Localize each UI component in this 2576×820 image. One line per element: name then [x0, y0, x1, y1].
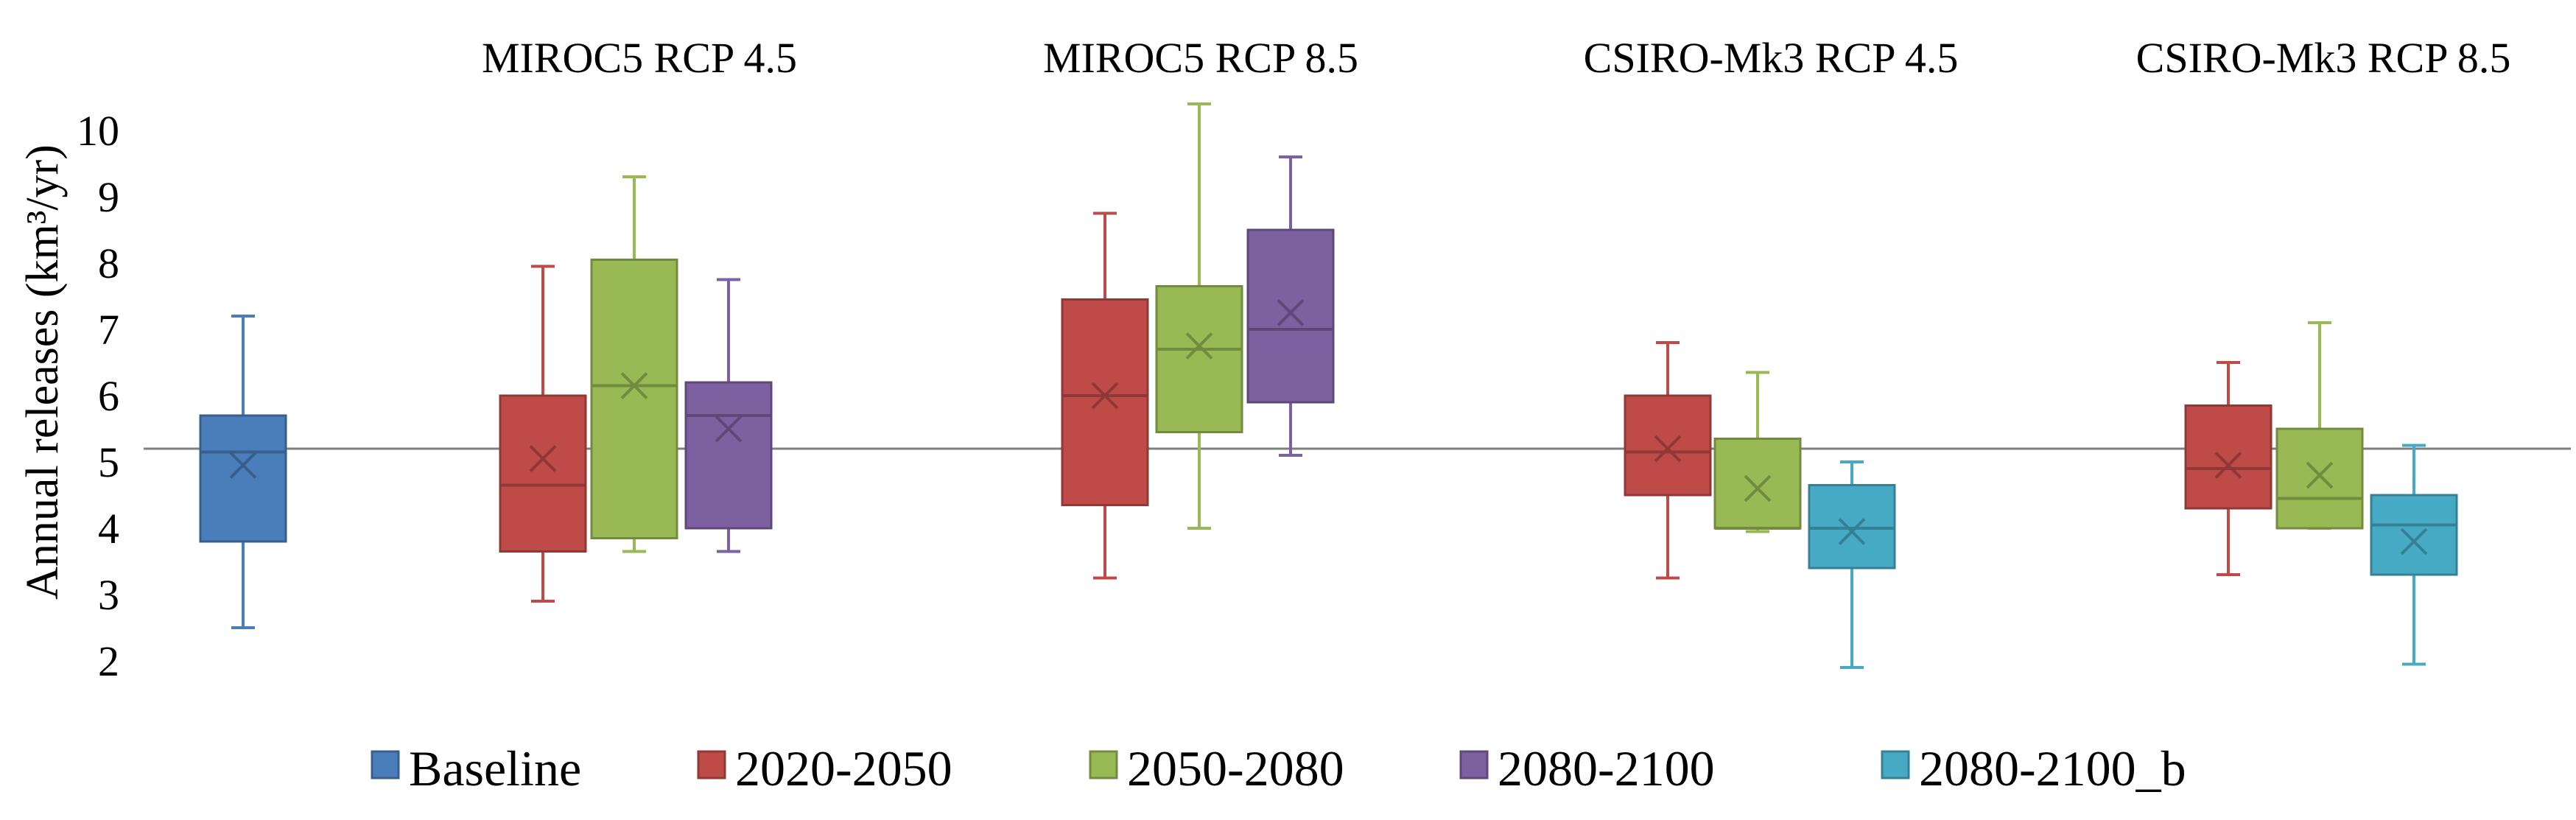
- y-tick-label: 2: [98, 637, 119, 685]
- box-2020-2050: [2184, 361, 2273, 576]
- group-label: CSIRO-Mk3 RCP 4.5: [1584, 34, 1959, 82]
- mean-marker: [1838, 518, 1866, 545]
- y-tick-label: 5: [98, 438, 119, 486]
- mean-marker: [620, 372, 648, 399]
- mean-marker: [1091, 382, 1119, 410]
- box-2020-2050: [1624, 341, 1712, 580]
- legend-swatch: [1459, 750, 1489, 779]
- legend-label: 2020-2050: [735, 740, 952, 796]
- box-2020-2050: [1061, 211, 1149, 580]
- mean-marker: [529, 445, 557, 472]
- iqr-box: [499, 394, 587, 553]
- mean-marker: [715, 415, 743, 443]
- y-tick-label: 8: [98, 239, 119, 287]
- mean-marker: [2306, 461, 2334, 489]
- group-labels: MIROC5 RCP 4.5 MIROC5 RCP 8.5 CSIRO-Mk3 RC…: [482, 34, 2510, 82]
- mean-marker: [1185, 332, 1213, 360]
- box-2050-2080: [1713, 371, 1802, 533]
- legend-swatch: [1089, 750, 1118, 779]
- iqr-box: [1713, 438, 1802, 530]
- legend-label: 2050-2080: [1127, 740, 1344, 796]
- box-2080-2100: [684, 278, 773, 553]
- y-axis-ticks: 2 3 4 5 6 7 8 9 10: [77, 107, 119, 685]
- legend-swatch: [1881, 750, 1910, 779]
- iqr-box: [2184, 404, 2273, 510]
- box-2050-2080: [590, 175, 678, 553]
- iqr-box: [590, 259, 678, 539]
- box-2080-2100_b: [2370, 444, 2458, 666]
- box-Baseline: [199, 315, 287, 629]
- iqr-box: [1808, 484, 1896, 570]
- iqr-box: [199, 414, 287, 543]
- box-2050-2080: [2275, 321, 2364, 530]
- y-tick-label: 6: [98, 372, 119, 420]
- legend: Baseline 2020-2050 2050-2080 2080-2100 2080-…: [371, 740, 2186, 796]
- group-label: MIROC5 RCP 4.5: [482, 34, 797, 82]
- legend-label: 2080-2100_b: [1919, 740, 2186, 796]
- iqr-box: [684, 381, 773, 530]
- iqr-box: [2275, 427, 2364, 530]
- mean-marker: [2400, 528, 2428, 556]
- boxes-layer: [199, 102, 2458, 669]
- y-tick-label: 7: [98, 306, 119, 354]
- legend-label: Baseline: [409, 740, 581, 796]
- mean-marker: [2214, 452, 2242, 479]
- iqr-box: [2370, 494, 2458, 576]
- legend-swatch: [697, 750, 726, 779]
- box-2080-2100_b: [1808, 460, 1896, 669]
- legend-swatch: [371, 750, 400, 779]
- y-tick-label: 3: [98, 571, 119, 619]
- y-axis-label: Annual releases (km³/yr): [18, 144, 68, 600]
- y-tick-label: 10: [77, 107, 119, 155]
- box-2080-2100: [1246, 155, 1335, 457]
- mean-marker: [1277, 299, 1305, 326]
- mean-marker: [229, 452, 257, 479]
- iqr-box: [1246, 228, 1335, 404]
- y-tick-label: 9: [98, 173, 119, 221]
- group-label: MIROC5 RCP 8.5: [1043, 34, 1358, 82]
- group-label: CSIRO-Mk3 RCP 8.5: [2136, 34, 2511, 82]
- box-2050-2080: [1155, 102, 1243, 530]
- box-2020-2050: [499, 264, 587, 603]
- iqr-box: [1624, 394, 1712, 497]
- y-tick-label: 4: [98, 505, 119, 553]
- legend-label: 2080-2100: [1498, 740, 1715, 796]
- iqr-box: [1155, 285, 1243, 433]
- mean-marker: [1744, 474, 1772, 502]
- iqr-box: [1061, 298, 1149, 506]
- mean-marker: [1654, 435, 1682, 463]
